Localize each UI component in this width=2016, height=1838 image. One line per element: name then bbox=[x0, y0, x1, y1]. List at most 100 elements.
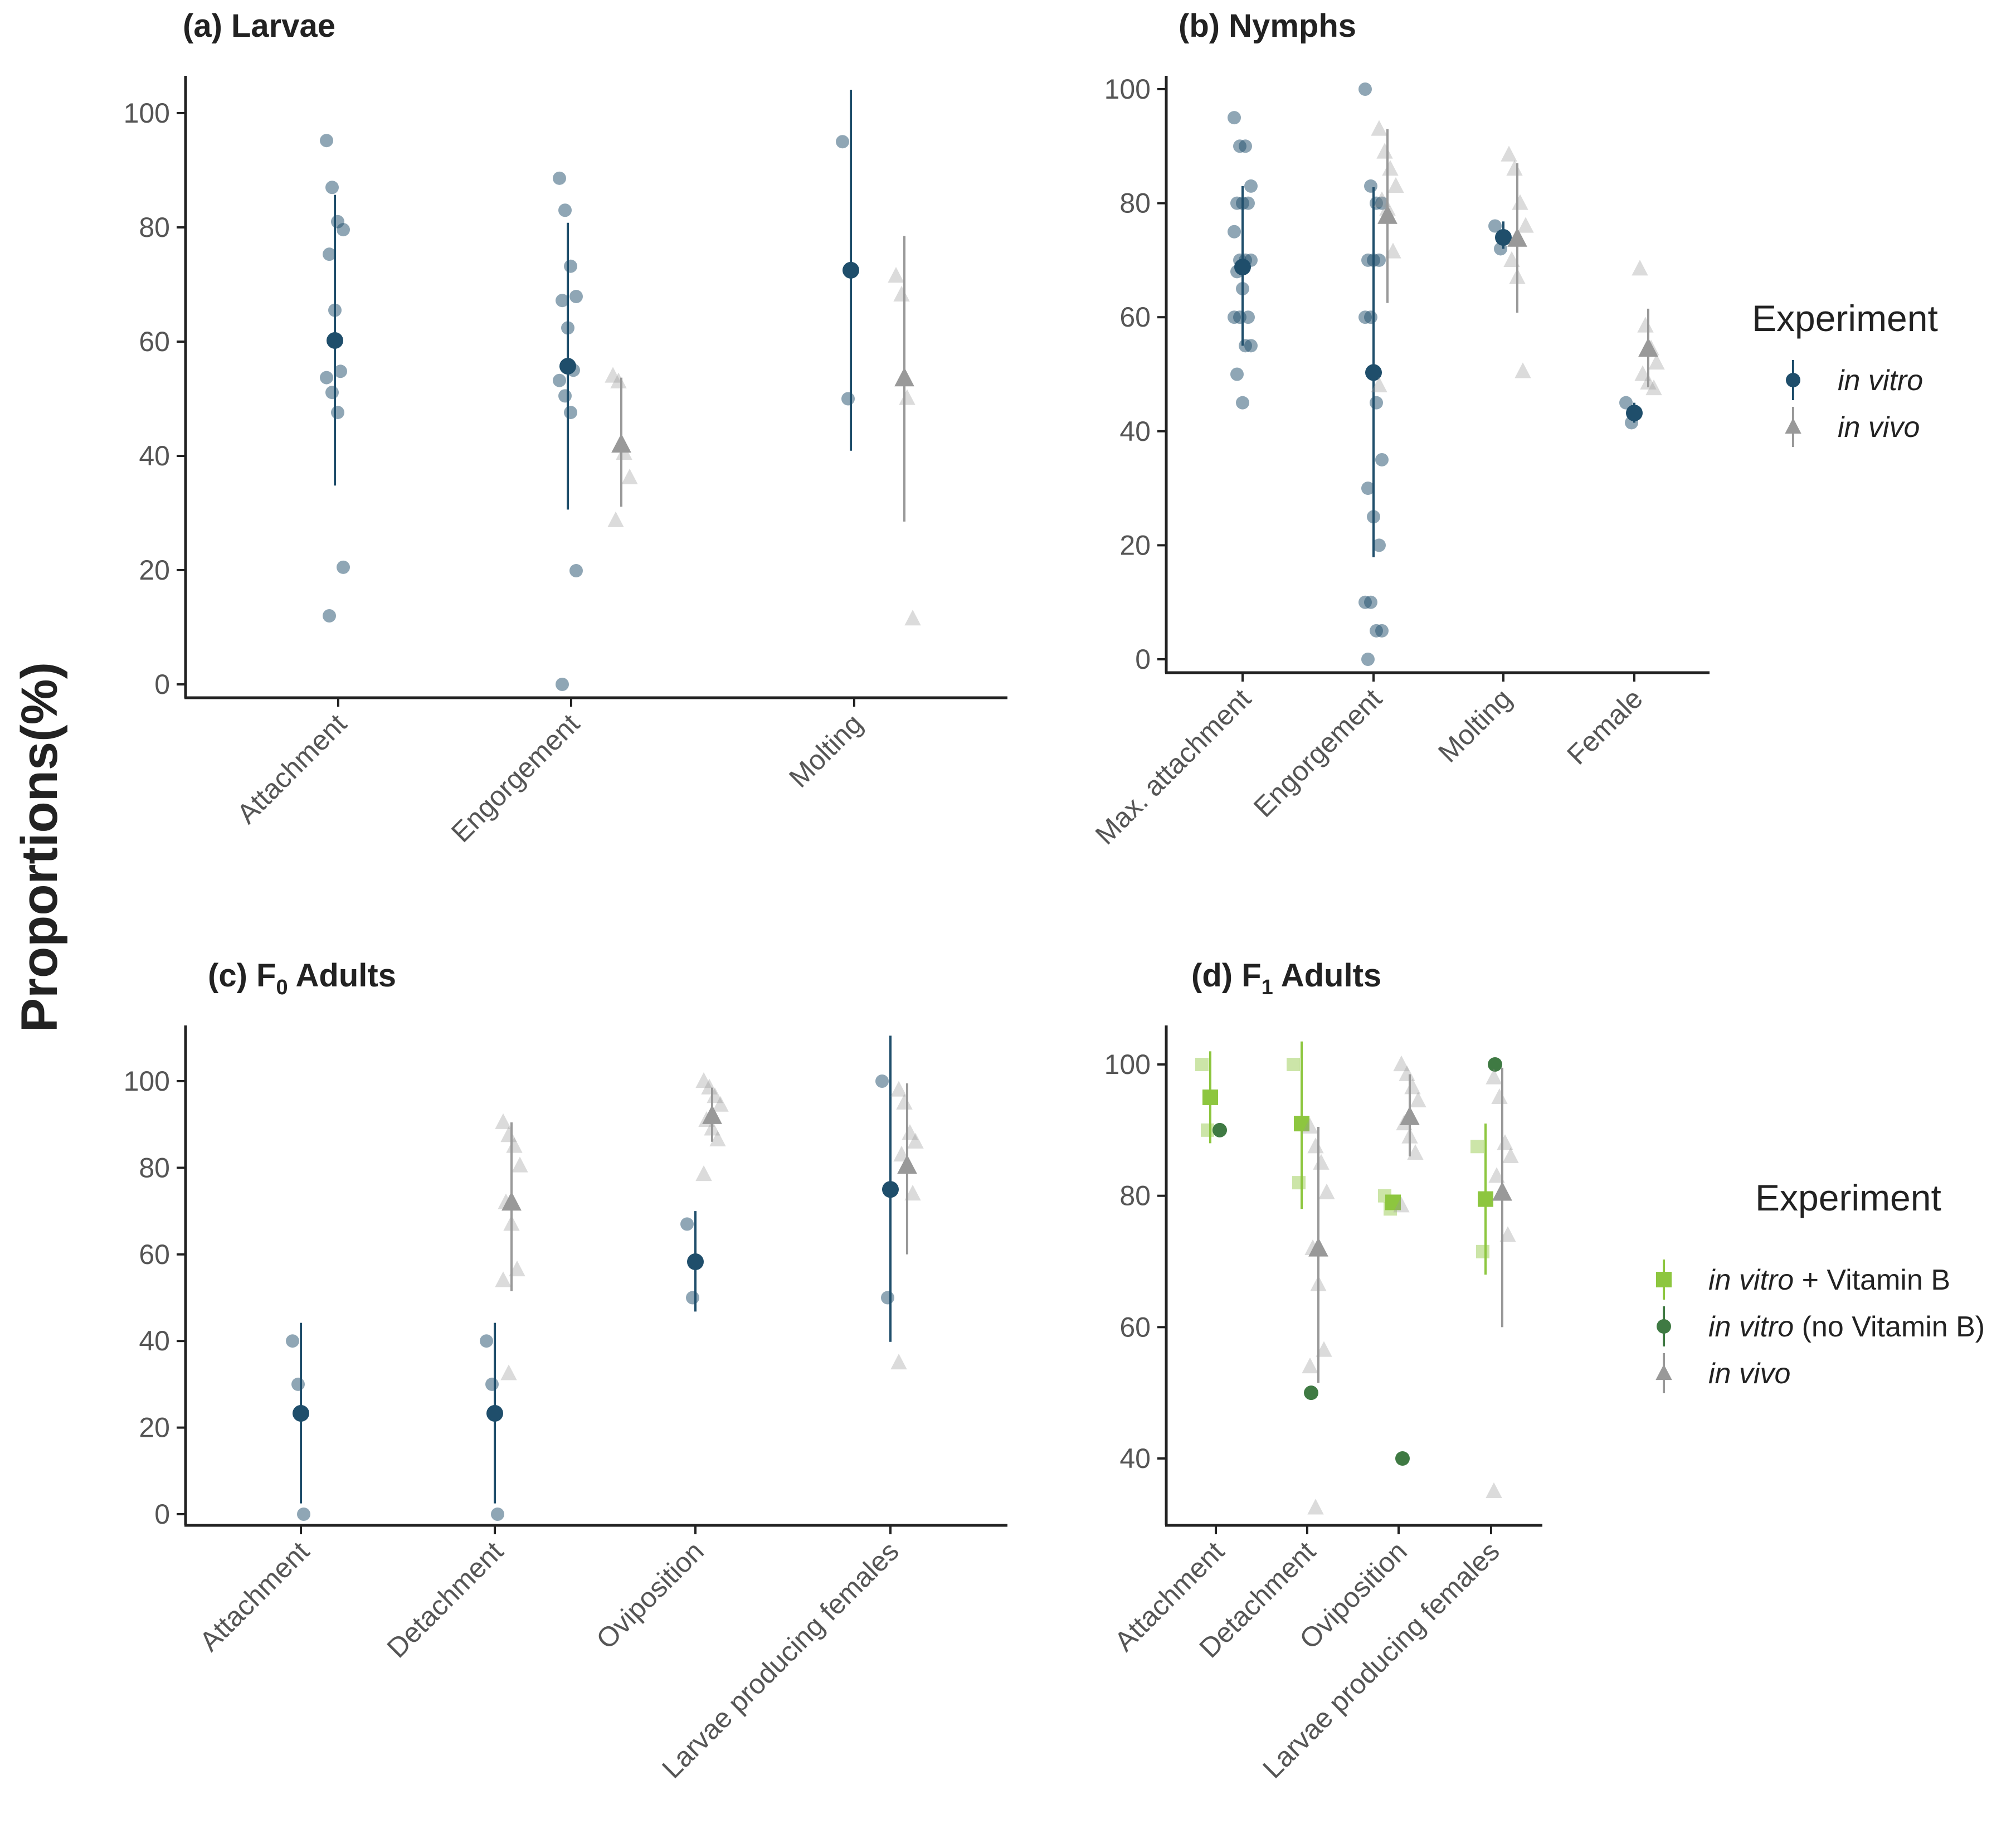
mean-marker-in_vivo bbox=[611, 433, 631, 453]
data-point-in_vitro bbox=[1244, 339, 1258, 353]
mean-marker-in_vitro_vitB bbox=[1385, 1194, 1401, 1210]
data-point-in_vitro bbox=[325, 386, 339, 400]
y-tick-label: 100 bbox=[1104, 1049, 1151, 1080]
data-point-in_vivo bbox=[1374, 191, 1390, 207]
legend-label: in vivo bbox=[1708, 1358, 1790, 1390]
data-point-in_vitro bbox=[323, 247, 336, 261]
data-point-in_vitro bbox=[1228, 225, 1241, 239]
data-point-in_vitro_noVitB bbox=[1395, 1451, 1410, 1466]
data-point-in_vitro bbox=[553, 373, 566, 387]
data-point-in_vivo bbox=[1307, 1499, 1324, 1515]
legend-label: in vitro bbox=[1838, 364, 1923, 397]
data-point-in_vitro_noVitB bbox=[1304, 1385, 1318, 1401]
data-point-in_vivo bbox=[1506, 160, 1523, 176]
data-point-in_vitro bbox=[686, 1291, 699, 1305]
legends: Experiment in vitro in vivo Experiment in vi… bbox=[1655, 298, 1985, 1393]
data-point-in_vivo bbox=[707, 1087, 723, 1103]
data-point-in_vitro bbox=[1358, 82, 1372, 96]
data-point-in_vivo bbox=[893, 285, 910, 302]
data-point-in_vitro bbox=[1361, 482, 1375, 495]
legend-label: in vitro + Vitamin B bbox=[1708, 1264, 1950, 1296]
mean-marker-in_vivo bbox=[894, 367, 914, 387]
data-point-in_vitro_vitB bbox=[1195, 1058, 1209, 1071]
data-point-in_vivo bbox=[1502, 1147, 1519, 1164]
y-tick-label: 0 bbox=[154, 1499, 170, 1530]
legend-key-in_vivo bbox=[1785, 417, 1801, 434]
legend-key-in_vitro bbox=[1786, 373, 1800, 387]
data-point-in_vitro bbox=[480, 1334, 493, 1348]
y-tick-label: 40 bbox=[1119, 416, 1151, 447]
mean-marker-in_vitro bbox=[1365, 364, 1382, 381]
data-point-in_vitro bbox=[1361, 653, 1375, 666]
mean-marker-in_vitro bbox=[843, 261, 859, 279]
y-tick-label: 20 bbox=[139, 555, 170, 586]
data-point-in_vitro bbox=[320, 134, 333, 148]
y-tick-label: 60 bbox=[1119, 1311, 1151, 1343]
data-point-in_vitro_vitB bbox=[1287, 1058, 1300, 1071]
data-point-in_vitro bbox=[1375, 453, 1389, 466]
legend-title: Experiment bbox=[1755, 1177, 1941, 1218]
data-point-in_vitro bbox=[1619, 396, 1633, 410]
data-point-in_vitro_vitB bbox=[1201, 1123, 1214, 1137]
data-point-in_vivo bbox=[605, 367, 621, 383]
data-point-in_vivo bbox=[1634, 365, 1651, 381]
data-point-in_vitro bbox=[334, 364, 347, 378]
y-tick-label: 60 bbox=[139, 326, 170, 357]
data-point-in_vitro bbox=[1488, 219, 1502, 233]
data-point-in_vivo bbox=[890, 1353, 907, 1370]
mean-marker-in_vitro bbox=[293, 1404, 309, 1422]
data-point-in_vivo bbox=[1393, 1055, 1410, 1072]
data-point-in_vitro bbox=[1372, 538, 1386, 552]
data-point-in_vitro bbox=[1241, 196, 1255, 210]
legend-label: in vivo bbox=[1838, 411, 1920, 444]
mean-marker-in_vivo bbox=[1492, 1181, 1512, 1201]
data-point-in_vivo bbox=[904, 610, 921, 626]
data-point-in_vitro bbox=[485, 1377, 499, 1391]
data-point-in_vitro bbox=[337, 560, 350, 574]
data-point-in_vitro bbox=[337, 223, 350, 237]
data-point-in_vitro bbox=[1370, 396, 1383, 410]
data-point-in_vivo bbox=[1316, 1341, 1332, 1357]
data-point-in_vitro bbox=[1364, 595, 1377, 609]
panel-title: (d) F1 Adults bbox=[1191, 957, 1381, 999]
mean-marker-in_vivo bbox=[702, 1105, 722, 1124]
data-point-in_vitro bbox=[325, 181, 339, 195]
data-point-in_vivo bbox=[495, 1113, 512, 1129]
panel-title: (c) F0 Adults bbox=[208, 957, 396, 999]
data-point-in_vivo bbox=[512, 1156, 528, 1173]
data-point-in_vivo bbox=[607, 511, 624, 527]
y-tick-label: 20 bbox=[1119, 529, 1151, 561]
y-axis-label: Proportions(%) bbox=[11, 662, 68, 1032]
y-tick-label: 80 bbox=[139, 212, 170, 243]
data-point-in_vitro bbox=[1372, 253, 1386, 267]
data-point-in_vivo bbox=[902, 1124, 918, 1140]
data-point-in_vivo bbox=[1382, 160, 1399, 176]
data-point-in_vivo bbox=[1501, 145, 1517, 162]
data-point-in_vitro bbox=[1230, 367, 1244, 381]
mean-marker-in_vitro bbox=[882, 1181, 899, 1198]
data-point-in_vivo bbox=[907, 1132, 924, 1149]
y-tick-label: 0 bbox=[1135, 644, 1151, 675]
legend-title: Experiment bbox=[1752, 298, 1938, 339]
data-point-in_vitro bbox=[323, 609, 336, 623]
data-point-in_vivo bbox=[1503, 251, 1520, 267]
data-point-in_vivo bbox=[1376, 143, 1393, 159]
data-point-in_vitro bbox=[1364, 179, 1377, 193]
mean-marker-in_vitro bbox=[559, 358, 576, 375]
data-point-in_vivo bbox=[1632, 260, 1648, 276]
data-point-in_vitro_noVitB bbox=[1488, 1057, 1502, 1072]
data-point-in_vitro bbox=[836, 135, 849, 149]
data-point-in_vivo bbox=[1517, 217, 1534, 233]
data-point-in_vivo bbox=[695, 1072, 712, 1088]
y-tick-label: 60 bbox=[139, 1239, 170, 1270]
data-point-in_vitro bbox=[297, 1508, 310, 1521]
data-point-in_vivo bbox=[1486, 1482, 1502, 1498]
data-point-in_vivo bbox=[1302, 1357, 1318, 1374]
mean-marker-in_vivo bbox=[1377, 205, 1397, 224]
data-point-in_vivo bbox=[1410, 1091, 1426, 1107]
mean-marker-in_vitro bbox=[1626, 405, 1643, 422]
data-point-in_vitro_vitB bbox=[1470, 1140, 1484, 1154]
legend-panel-d: Experiment in vitro + Vitamin B in vitro (… bbox=[1655, 1177, 1985, 1393]
data-point-in_vitro_vitB bbox=[1292, 1176, 1306, 1190]
